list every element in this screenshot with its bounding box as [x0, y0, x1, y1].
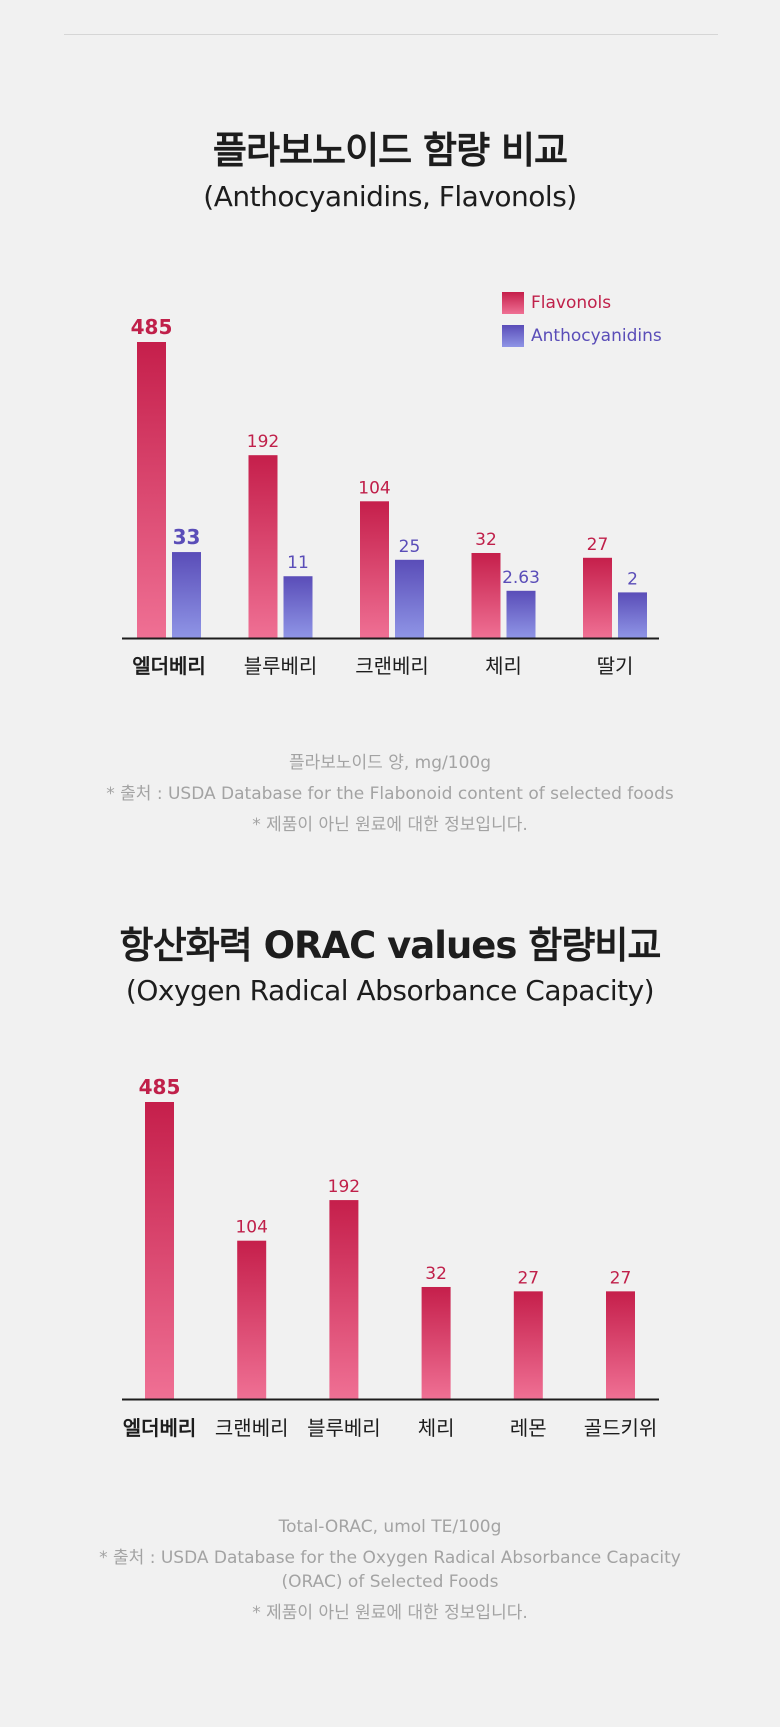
- orac-category-label-3: 체리: [418, 1416, 455, 1440]
- value-label-flavonols-0: 485: [131, 315, 173, 339]
- legend-swatch-flavonols: [502, 291, 524, 314]
- value-label-anthocyanidins-2: 25: [399, 537, 421, 557]
- orac-bar-0: [145, 1102, 174, 1399]
- category-label-0: 엘더베리: [132, 654, 206, 678]
- flavonoid-chart-title: 플라보노이드 함량 비교: [212, 129, 568, 172]
- category-label-2: 크랜베리: [355, 654, 429, 678]
- bar-flavonols-0: [137, 342, 166, 638]
- orac-bar-2: [329, 1200, 359, 1399]
- orac-value-label-3: 32: [425, 1264, 447, 1284]
- orac-bar-5: [606, 1291, 635, 1399]
- bar-flavonols-4: [583, 557, 612, 638]
- legend-item-flavonols: Flavonols: [502, 286, 662, 319]
- category-label-4: 딸기: [597, 654, 634, 678]
- orac-note-source-cont: (ORAC) of Selected Foods: [281, 1572, 499, 1592]
- orac-chart-subtitle: (Oxygen Radical Absorbance Capacity): [125, 974, 655, 1007]
- orac-category-label-2: 블루베리: [307, 1416, 381, 1440]
- bar-anthocyanidins-4: [618, 592, 647, 638]
- orac-note-unit: Total-ORAC, umol TE/100g: [278, 1517, 502, 1537]
- orac-value-label-4: 27: [517, 1268, 539, 1288]
- orac-category-label-5: 골드키위: [584, 1416, 658, 1440]
- legend-label-anthocyanidins: Anthocyanidins: [531, 325, 662, 346]
- orac-category-label-4: 레몬: [510, 1416, 547, 1440]
- orac-value-label-0: 485: [139, 1075, 181, 1099]
- orac-bar-3: [421, 1286, 451, 1399]
- value-label-anthocyanidins-1: 11: [287, 553, 309, 573]
- orac-value-label-5: 27: [610, 1268, 632, 1288]
- bar-anthocyanidins-2: [395, 559, 424, 638]
- orac-note-source: * 출처 : USDA Database for the Oxygen Radi…: [99, 1548, 681, 1568]
- flavonoid-chart-subtitle: (Anthocyanidins, Flavonols): [203, 180, 577, 213]
- orac-category-label-0: 엘더베리: [123, 1416, 197, 1440]
- legend-label-flavonols: Flavonols: [531, 292, 612, 313]
- orac-note-disclaimer: * 제품이 아닌 원료에 대한 정보입니다.: [252, 1603, 528, 1623]
- orac-chart-title: 항산화력 ORAC values 함량비교: [119, 924, 662, 967]
- top-divider: [64, 34, 718, 35]
- flavonoid-legend: Flavonols Anthocyanidins: [502, 286, 662, 352]
- bar-flavonols-2: [360, 501, 389, 638]
- bar-anthocyanidins-1: [283, 576, 313, 638]
- orac-bar-chart: 485 엘더베리 104 크랜베리 192 블루베리 32 체리 27 레몬 27 골드키위: [122, 1075, 659, 1440]
- value-label-flavonols-4: 27: [587, 535, 609, 555]
- flavonoid-note-disclaimer: * 제품이 아닌 원료에 대한 정보입니다.: [252, 815, 528, 835]
- bar-flavonols-1: [248, 455, 278, 638]
- category-label-1: 블루베리: [244, 654, 318, 678]
- flavonoid-note-source: * 출처 : USDA Database for the Flabonoid c…: [106, 784, 674, 804]
- legend-item-anthocyanidins: Anthocyanidins: [502, 319, 662, 352]
- value-label-anthocyanidins-4: 2: [627, 569, 638, 589]
- legend-swatch-anthocyanidins: [502, 324, 524, 347]
- bar-anthocyanidins-0: [172, 552, 201, 638]
- orac-bar-4: [513, 1291, 543, 1399]
- value-label-flavonols-2: 104: [358, 478, 390, 498]
- orac-value-label-2: 192: [328, 1177, 360, 1197]
- value-label-flavonols-3: 32: [475, 530, 497, 550]
- bar-flavonols-3: [471, 552, 501, 638]
- orac-value-label-1: 104: [235, 1218, 267, 1238]
- value-label-anthocyanidins-3: 2.63: [502, 568, 540, 588]
- value-label-anthocyanidins-0: 33: [173, 525, 201, 549]
- flavonoid-bar-chart: 485 33 엘더베리 192 11 블루베리 104 25 크랜베리 322.63 체리 27 2 딸기: [122, 315, 659, 678]
- orac-bar-1: [237, 1240, 267, 1399]
- value-label-flavonols-1: 192: [247, 432, 279, 452]
- orac-category-label-1: 크랜베리: [215, 1416, 289, 1440]
- category-label-3: 체리: [485, 654, 522, 678]
- flavonoid-note-unit: 플라보노이드 양, mg/100g: [288, 753, 491, 773]
- bar-anthocyanidins-3: [506, 590, 536, 638]
